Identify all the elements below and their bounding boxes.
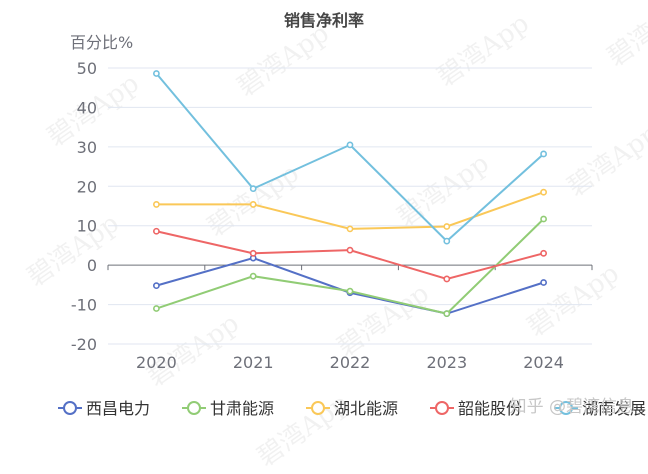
series-lines (152, 70, 547, 318)
data-point (152, 227, 160, 235)
credit-text: 知乎 @碧湾信息 (509, 397, 634, 417)
legend-label[interactable]: 湖南发展 (582, 399, 646, 418)
data-point (540, 150, 547, 158)
legend-marker (559, 401, 573, 415)
data-point (540, 279, 547, 286)
data-point (346, 246, 354, 254)
y-tick-label: -10 (71, 296, 97, 315)
data-point (346, 225, 354, 233)
y-tick-label: 0 (87, 256, 97, 275)
series-line (156, 230, 544, 280)
data-point (249, 185, 257, 193)
data-point (540, 188, 547, 196)
data-point (346, 287, 354, 295)
x-tick-label: 2020 (136, 353, 177, 372)
data-point (152, 70, 160, 77)
data-point (443, 223, 451, 230)
legend-label[interactable]: 湖北能源 (334, 399, 398, 418)
y-tick-label: -20 (71, 335, 97, 354)
data-point (152, 282, 160, 290)
data-point (249, 249, 257, 257)
data-point (152, 201, 160, 208)
y-tick-label: 50 (77, 59, 97, 78)
data-point (152, 305, 160, 312)
data-point (540, 215, 547, 223)
data-point (443, 275, 451, 283)
y-tick-label: 40 (77, 98, 97, 117)
data-point (346, 141, 354, 149)
legend-marker (187, 401, 201, 415)
data-point (443, 237, 451, 245)
chart-title: 销售净利率 (284, 11, 364, 30)
data-point (249, 272, 257, 280)
grid-lines (108, 67, 592, 345)
series-line (156, 191, 544, 230)
legend-marker (311, 401, 325, 415)
legend: 西昌电力 甘肃能源 湖北能源 韶能股份 湖南发展 (58, 399, 646, 418)
y-tick-labels: 50 40 30 20 10 0 -10 -20 (71, 59, 97, 354)
legend-label[interactable]: 甘肃能源 (210, 399, 274, 418)
x-tick-label: 2021 (233, 353, 274, 372)
series-line (156, 218, 545, 315)
y-tick-label: 30 (77, 138, 97, 157)
legend-marker (435, 401, 449, 415)
data-point (249, 201, 257, 208)
series-line (156, 256, 544, 315)
y-tick-label: 10 (77, 217, 97, 236)
x-tick-label: 2022 (330, 353, 371, 372)
x-axis: 2020 2021 2022 2023 2024 (107, 264, 593, 372)
legend-marker (63, 401, 77, 415)
data-point (540, 249, 547, 257)
x-tick-label: 2023 (426, 353, 467, 372)
legend-label[interactable]: 韶能股份 (458, 399, 522, 418)
y-tick-label: 20 (77, 177, 97, 196)
legend-label[interactable]: 西昌电力 (86, 399, 150, 418)
y-axis-label: 百分比% (70, 33, 133, 52)
series-line (155, 72, 545, 243)
x-tick-label: 2024 (523, 353, 564, 372)
data-point (443, 310, 451, 318)
